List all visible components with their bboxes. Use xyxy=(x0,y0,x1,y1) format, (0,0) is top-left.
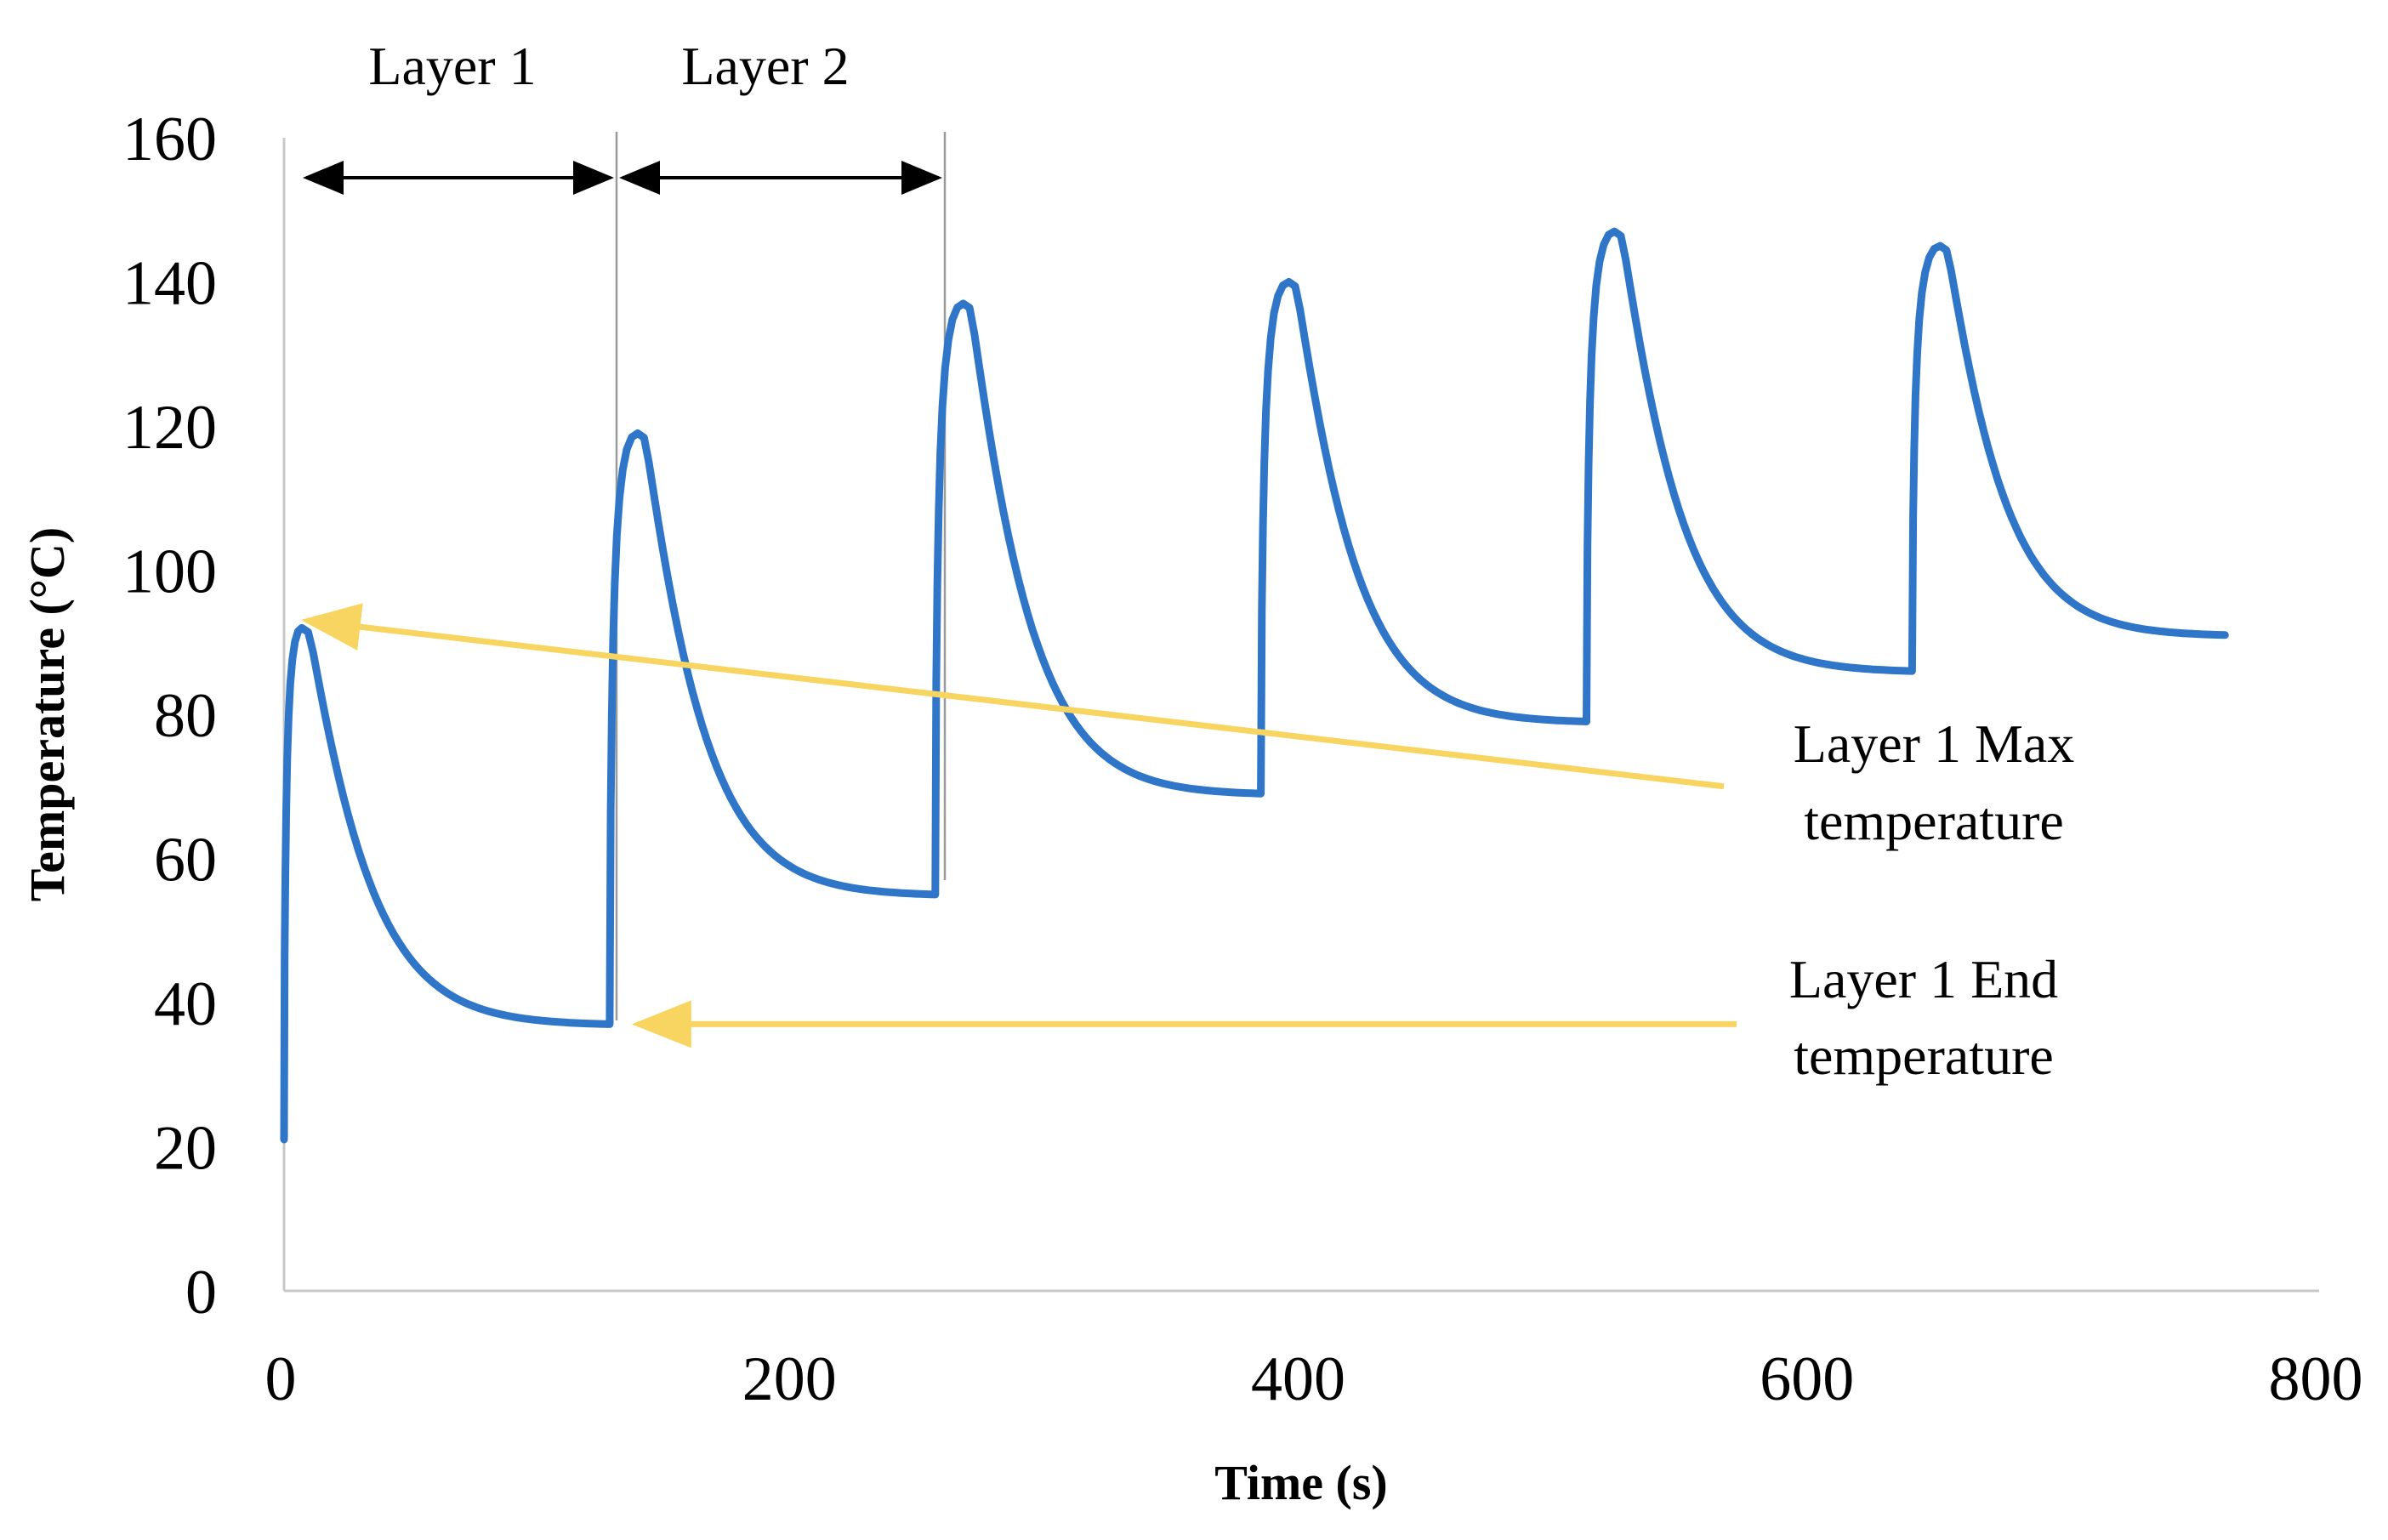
layer-2-label: Layer 2 xyxy=(681,36,849,96)
x-tick-label: 800 xyxy=(2269,1344,2363,1414)
y-tick-label: 20 xyxy=(154,1114,217,1184)
x-tick-labels: 0 200 400 600 800 xyxy=(265,1344,2363,1414)
y-tick-label: 80 xyxy=(154,681,217,751)
y-tick-label: 140 xyxy=(122,249,217,319)
temperature-series-line xyxy=(280,227,2229,1144)
x-axis-title: Time (s) xyxy=(1214,1455,1388,1510)
y-tick-label: 100 xyxy=(122,537,217,607)
max-temperature-label-line-1: Layer 1 Max xyxy=(1794,713,2075,774)
max-temperature-label-line-2: temperature xyxy=(1804,791,2064,851)
x-tick-label: 400 xyxy=(1251,1344,1345,1414)
end-temperature-label-line-2: temperature xyxy=(1794,1026,2054,1086)
y-tick-label: 120 xyxy=(122,393,217,463)
y-tick-label: 40 xyxy=(154,969,217,1039)
y-tick-labels: 0 20 40 60 80 100 120 140 160 xyxy=(122,105,217,1327)
y-tick-label: 160 xyxy=(122,105,217,174)
y-tick-label: 0 xyxy=(185,1258,217,1327)
layer-1-label: Layer 1 xyxy=(368,36,536,96)
max-temperature-arrow xyxy=(300,603,1725,790)
end-temperature-label-line-1: Layer 1 End xyxy=(1789,949,2058,1009)
x-tick-label: 200 xyxy=(742,1344,837,1414)
y-axis-title: Temperature (°C) xyxy=(20,527,75,901)
x-tick-label: 600 xyxy=(1760,1344,1854,1414)
y-tick-label: 60 xyxy=(154,826,217,895)
x-tick-label: 0 xyxy=(265,1344,297,1414)
